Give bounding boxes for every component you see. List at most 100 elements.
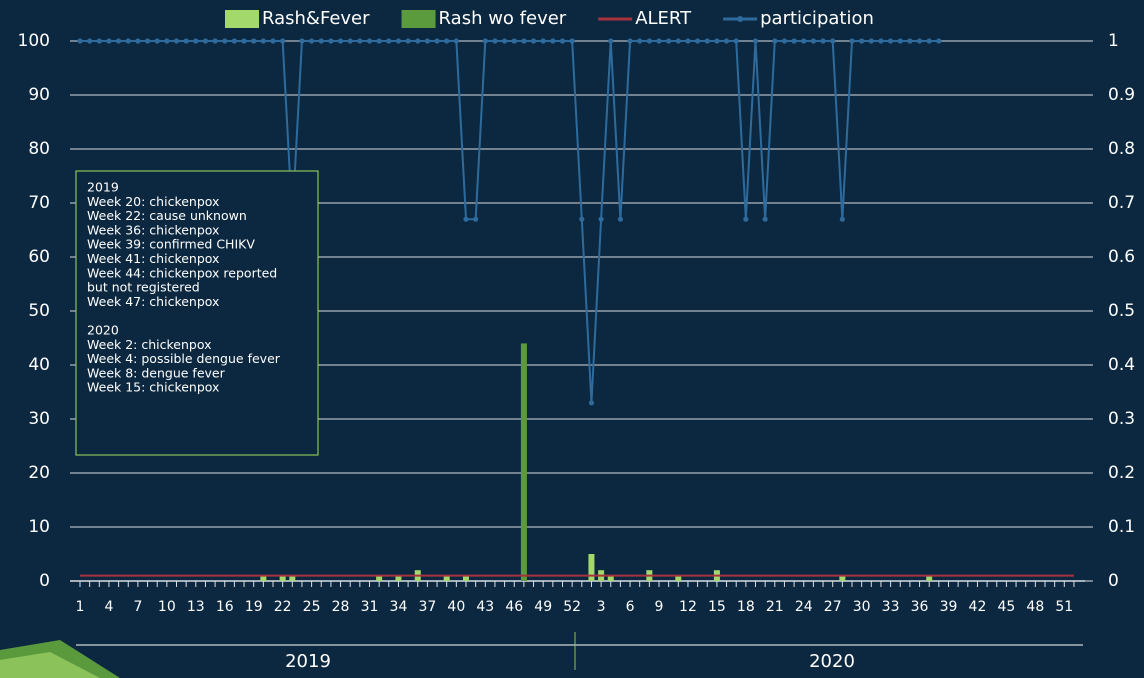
y2-tick-label: 0.1 bbox=[1108, 517, 1135, 537]
y-tick-label: 20 bbox=[28, 463, 50, 483]
bar bbox=[260, 575, 267, 581]
marker bbox=[627, 38, 633, 44]
marker bbox=[154, 38, 160, 44]
marker bbox=[463, 216, 469, 222]
marker bbox=[598, 216, 604, 222]
legend-swatch bbox=[737, 16, 744, 22]
y-tick-label: 50 bbox=[28, 301, 50, 321]
marker bbox=[675, 38, 681, 44]
marker bbox=[357, 38, 363, 44]
annotation-heading: 2019 bbox=[87, 180, 119, 195]
marker bbox=[106, 38, 112, 44]
x-tick-label: 13 bbox=[187, 599, 205, 615]
marker bbox=[704, 38, 710, 44]
marker bbox=[231, 38, 237, 44]
x-tick-label: 12 bbox=[679, 599, 697, 615]
marker bbox=[386, 38, 392, 44]
x-tick-label: 1 bbox=[76, 599, 85, 615]
y2-tick-label: 0.3 bbox=[1108, 409, 1135, 429]
x-tick-label: 19 bbox=[245, 599, 263, 615]
y-tick-label: 30 bbox=[28, 409, 50, 429]
bar bbox=[463, 575, 469, 581]
y2-tick-label: 0 bbox=[1108, 571, 1119, 591]
marker bbox=[540, 38, 546, 44]
group-label: 2019 bbox=[285, 651, 331, 672]
y2-tick-label: 0.2 bbox=[1108, 463, 1135, 483]
annotation-line: Week 8: dengue fever bbox=[87, 365, 226, 380]
marker bbox=[222, 38, 228, 44]
annotation-line: Week 20: chickenpox bbox=[87, 194, 219, 209]
marker bbox=[550, 38, 556, 44]
legend-label: Rash wo fever bbox=[439, 8, 567, 29]
y-tick-label: 80 bbox=[28, 139, 50, 159]
marker bbox=[752, 38, 759, 44]
marker bbox=[849, 38, 855, 44]
legend-label: ALERT bbox=[635, 8, 692, 29]
bar bbox=[376, 575, 383, 581]
annotation-heading: 2020 bbox=[87, 323, 119, 338]
marker bbox=[415, 38, 421, 44]
marker bbox=[328, 38, 334, 44]
marker bbox=[762, 216, 768, 222]
bar bbox=[839, 575, 846, 581]
x-tick-label: 25 bbox=[303, 599, 321, 615]
annotation-line: Week 44: chickenpox reported bbox=[87, 265, 277, 280]
marker bbox=[405, 38, 411, 44]
marker bbox=[173, 38, 180, 44]
x-tick-label: 4 bbox=[104, 599, 113, 615]
marker bbox=[617, 216, 624, 222]
bar bbox=[395, 575, 402, 581]
marker bbox=[637, 38, 643, 44]
marker bbox=[656, 38, 662, 44]
y-tick-label: 40 bbox=[28, 355, 50, 375]
marker bbox=[144, 38, 151, 44]
annotation-line: Week 39: confirmed CHIKV bbox=[87, 237, 255, 252]
y2-tick-label: 1 bbox=[1108, 31, 1119, 51]
decor-chevron bbox=[0, 652, 100, 678]
x-tick-label: 15 bbox=[708, 599, 726, 615]
x-tick-label: 43 bbox=[476, 599, 494, 615]
x-tick-label: 10 bbox=[158, 599, 176, 615]
marker bbox=[714, 38, 720, 44]
x-tick-label: 39 bbox=[940, 599, 958, 615]
marker bbox=[183, 38, 189, 44]
marker bbox=[337, 38, 344, 44]
bar bbox=[675, 575, 682, 581]
marker bbox=[820, 38, 826, 44]
y-tick-label: 10 bbox=[28, 517, 50, 537]
marker bbox=[695, 38, 701, 44]
marker bbox=[376, 38, 382, 44]
x-tick-label: 40 bbox=[447, 599, 465, 615]
legend-swatch bbox=[225, 10, 259, 28]
x-tick-label: 30 bbox=[853, 599, 871, 615]
marker bbox=[608, 38, 614, 44]
marker bbox=[743, 216, 749, 222]
marker bbox=[270, 38, 276, 44]
marker bbox=[810, 38, 817, 44]
x-tick-label: 21 bbox=[766, 599, 784, 615]
marker bbox=[916, 38, 923, 44]
annotation-line: but not registered bbox=[87, 280, 200, 295]
annotation-line: Week 15: chickenpox bbox=[87, 380, 219, 395]
bar bbox=[289, 575, 296, 581]
x-tick-label: 33 bbox=[882, 599, 900, 615]
y-tick-label: 100 bbox=[18, 31, 50, 51]
marker bbox=[791, 38, 797, 44]
marker bbox=[559, 38, 566, 44]
x-tick-label: 34 bbox=[390, 599, 408, 615]
marker bbox=[781, 38, 788, 44]
marker bbox=[830, 38, 836, 44]
y2-tick-label: 0.5 bbox=[1108, 301, 1135, 321]
marker bbox=[492, 38, 498, 44]
marker bbox=[646, 38, 652, 44]
annotation-line: Week 22: cause unknown bbox=[87, 208, 247, 223]
annotation-line: Week 4: possible dengue fever bbox=[87, 351, 281, 366]
x-tick-label: 22 bbox=[274, 599, 292, 615]
marker bbox=[453, 38, 459, 44]
marker bbox=[723, 38, 730, 44]
x-tick-label: 3 bbox=[597, 599, 606, 615]
x-tick-label: 52 bbox=[563, 599, 581, 615]
marker bbox=[907, 38, 913, 44]
marker bbox=[280, 38, 286, 44]
marker bbox=[424, 38, 430, 44]
